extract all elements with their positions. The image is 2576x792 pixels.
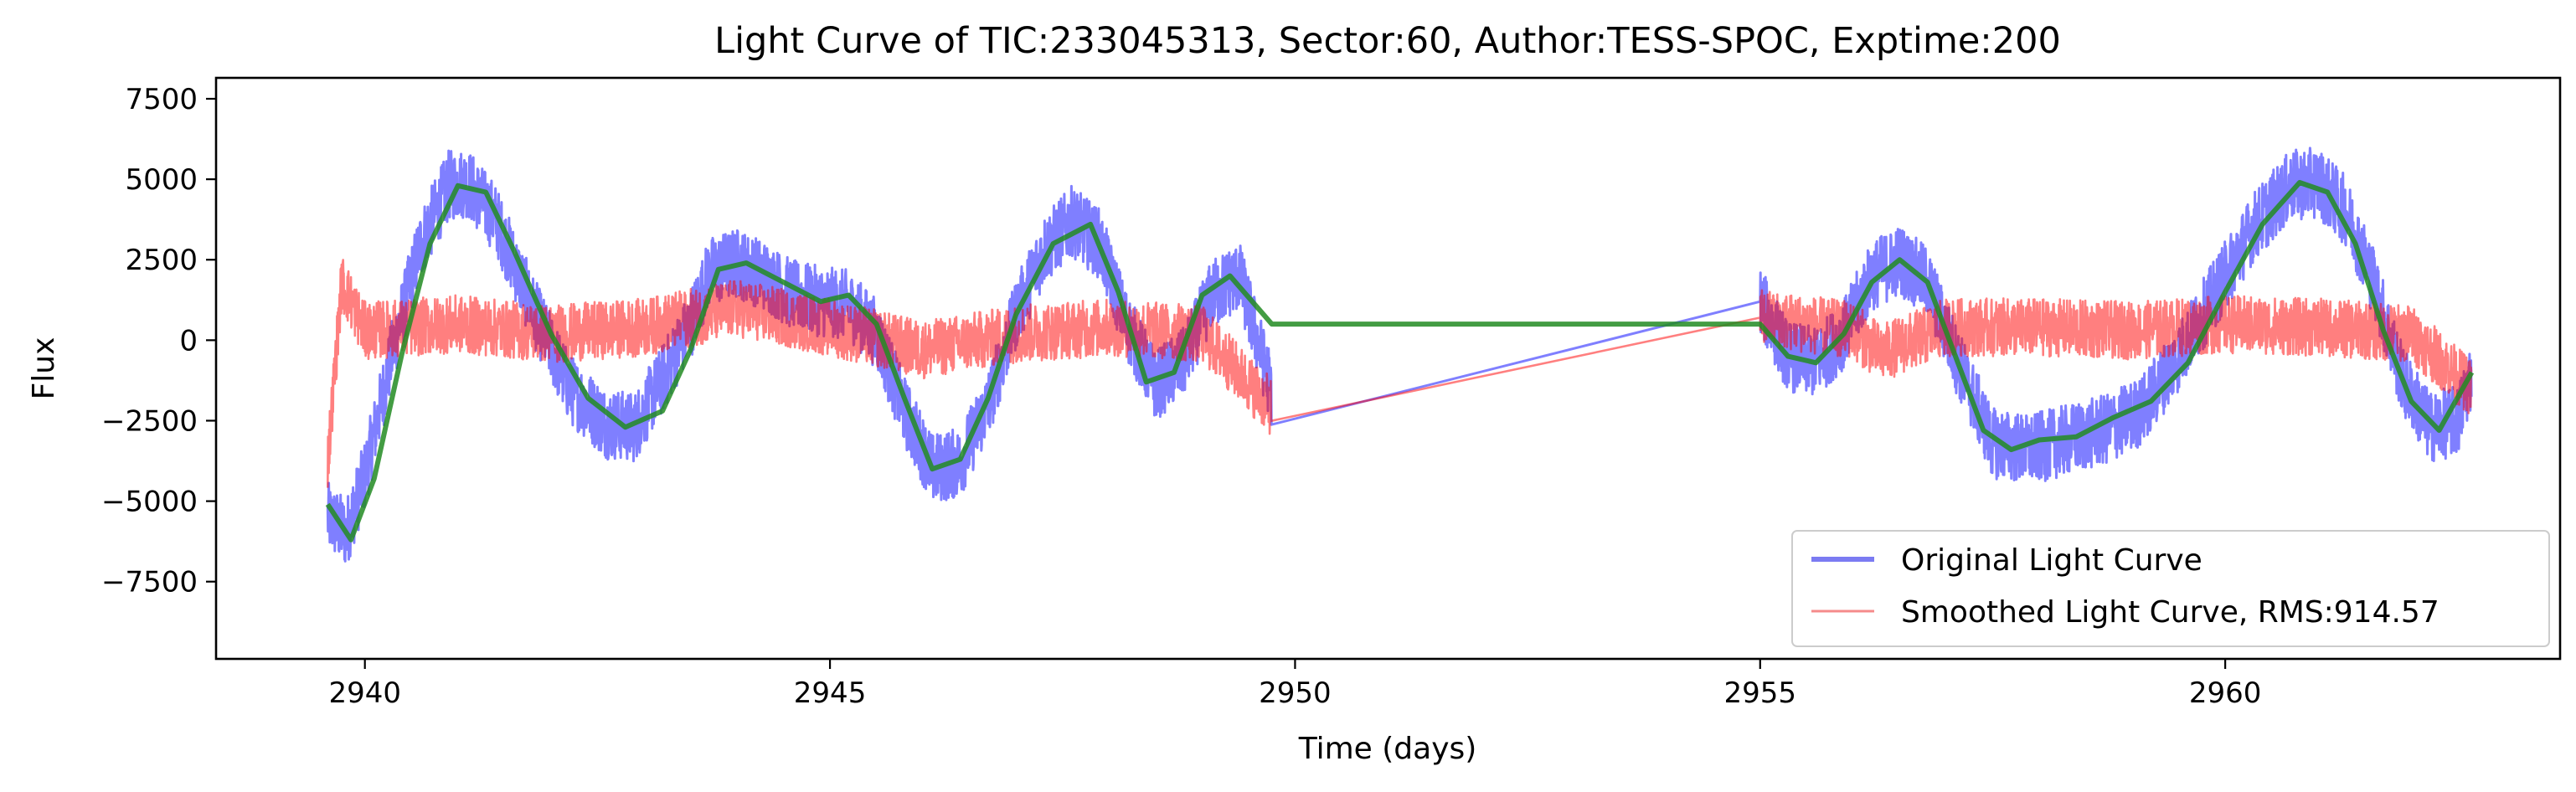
y-tick-label: 7500 xyxy=(125,83,198,116)
y-tick-label: 5000 xyxy=(125,163,198,197)
y-tick-label: −5000 xyxy=(101,486,198,519)
x-tick-label: 2955 xyxy=(1724,676,1797,710)
x-tick-label: 2940 xyxy=(328,676,401,710)
x-tick-label: 2960 xyxy=(2189,676,2262,710)
legend-label-smoothed: Smoothed Light Curve, RMS:914.57 xyxy=(1901,595,2439,630)
series-layer xyxy=(325,147,2475,563)
x-axis-ticks: 2940 2945 2950 2955 2960 xyxy=(328,659,2261,710)
plot-area-frame xyxy=(214,76,2562,661)
legend-box xyxy=(1791,530,2550,647)
y-tick-label: −7500 xyxy=(101,566,198,599)
y-axis-label: Flux xyxy=(27,337,61,400)
y-axis-ticks: −7500 −5000 −2500 0 2500 5000 7500 xyxy=(101,83,216,599)
y-tick-label: 2500 xyxy=(125,244,198,277)
legend-label-original: Original Light Curve xyxy=(1901,543,2202,578)
x-tick-label: 2945 xyxy=(794,676,867,710)
chart-title: Light Curve of TIC:233045313, Sector:60,… xyxy=(714,20,2061,62)
y-tick-label: −2500 xyxy=(101,404,198,438)
y-tick-label: 0 xyxy=(179,324,198,357)
legend: Original Light Curve Smoothed Light Curv… xyxy=(1791,530,2550,647)
smoothed-light-curve-line xyxy=(327,259,2473,488)
x-tick-label: 2950 xyxy=(1259,676,1332,710)
x-axis-label: Time (days) xyxy=(1298,732,1477,766)
trend-curve-line xyxy=(325,180,2475,543)
